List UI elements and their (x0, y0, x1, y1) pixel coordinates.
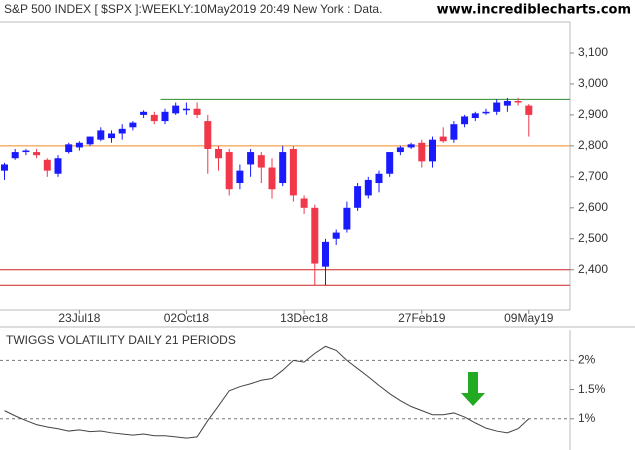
candle-body (118, 128, 126, 134)
candle-body (0, 164, 8, 171)
candle-body (150, 114, 158, 122)
candle-body (182, 108, 190, 111)
y-tick-label: 2,900 (578, 107, 608, 121)
candle-body (428, 139, 436, 162)
indicator-title: TWIGGS VOLATILITY DAILY 21 PERIODS (6, 333, 236, 347)
candle-body (86, 136, 94, 145)
candle-body (343, 207, 351, 230)
y-tick-label: 2% (578, 353, 596, 367)
candle-body (54, 158, 62, 174)
candle-body (140, 111, 148, 115)
candle-body (268, 167, 276, 190)
x-tick-label: 09May19 (504, 311, 554, 325)
arrow (461, 372, 485, 406)
candle-body (11, 152, 19, 159)
candle-body (161, 111, 169, 122)
candle-body (503, 100, 511, 106)
candle-body (461, 116, 469, 125)
candle-body (471, 113, 479, 118)
candle-body (332, 232, 340, 239)
candle-body (418, 142, 426, 162)
candle-body (257, 155, 265, 168)
candle-body (214, 148, 222, 159)
candle-body (439, 136, 447, 142)
candle-body (493, 102, 501, 112)
candle-body (279, 152, 287, 184)
candle-body (450, 124, 458, 140)
candle-body (321, 241, 329, 267)
candle-body (236, 170, 244, 184)
x-tick-label: 13Dec18 (280, 311, 328, 325)
y-tick-label: 2,500 (578, 231, 608, 245)
candle-body (482, 111, 490, 114)
candle-body (75, 142, 83, 148)
candle-body (525, 105, 533, 115)
candle-body (354, 186, 362, 208)
y-tick-label: 1.5% (578, 382, 606, 396)
candle-body (396, 147, 404, 153)
candle-body (172, 105, 180, 114)
x-tick-label: 27Feb19 (398, 311, 446, 325)
x-tick-label: 23Jul18 (58, 311, 100, 325)
y-tick-label: 3,100 (578, 45, 608, 59)
candle-body (311, 207, 319, 264)
candle-body (33, 152, 41, 156)
candle-body (22, 150, 30, 153)
y-tick-label: 2,700 (578, 169, 608, 183)
candle-body (225, 152, 233, 190)
y-tick-label: 2,800 (578, 138, 608, 152)
candle-body (514, 100, 522, 103)
x-tick-label: 02Oct18 (164, 311, 210, 325)
volatility-line (4, 345, 530, 439)
candle-body (407, 144, 415, 148)
watermark: www.incrediblecharts.com (437, 3, 631, 18)
candle-body (375, 173, 383, 184)
candle-body (129, 122, 137, 128)
candle-body (204, 121, 212, 149)
candle-body (289, 148, 297, 196)
candle-body (65, 144, 73, 153)
candle-body (43, 159, 51, 171)
candle-body (300, 198, 308, 208)
y-tick-label: 1% (578, 411, 596, 425)
candle-body (107, 133, 115, 139)
y-tick-label: 2,400 (578, 262, 608, 276)
candle-body (97, 130, 105, 140)
candle-body (193, 108, 201, 115)
candle-body (247, 152, 255, 165)
y-tick-label: 3,000 (578, 76, 608, 90)
chart-title: S&P 500 INDEX [ $SPX ]:WEEKLY:10May2019 … (4, 2, 382, 16)
candle-body (386, 152, 394, 174)
y-tick-label: 2,600 (578, 200, 608, 214)
candle-body (364, 179, 372, 196)
